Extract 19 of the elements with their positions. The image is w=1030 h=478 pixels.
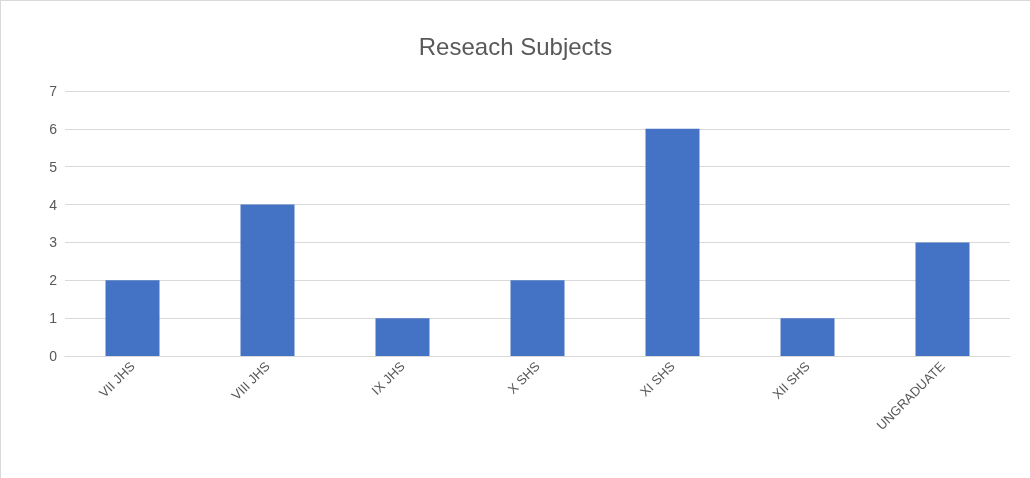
bar [915,242,970,356]
y-tick-label: 1 [49,310,58,327]
bar [510,280,565,356]
x-tick-label: VIII JHS [228,358,274,403]
y-tick-label: 4 [49,196,58,213]
bar [240,204,295,356]
bar [105,280,160,356]
x-tick-label: IX JHS [368,358,409,398]
y-tick-label: 5 [49,158,58,175]
y-tick-label: 2 [49,272,58,289]
chart-title: Reseach Subjects [418,32,613,60]
y-tick-label: 6 [49,120,58,137]
y-tick-label: 0 [49,348,58,364]
bar [645,128,700,356]
y-tick-label: 7 [49,83,58,99]
x-tick-label: VII JHS [96,358,139,401]
y-tick-label: 3 [49,234,58,251]
bar [375,318,430,356]
bar [780,318,835,356]
